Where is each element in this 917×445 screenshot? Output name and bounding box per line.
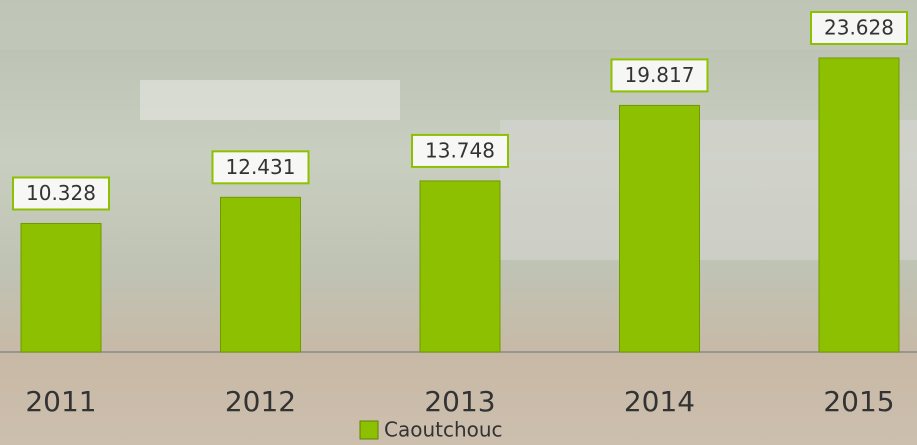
background-field bbox=[0, 0, 917, 50]
x-tick-label: 2013 bbox=[424, 385, 495, 418]
data-label: 23.628 bbox=[824, 16, 894, 40]
x-tick-label: 2012 bbox=[225, 385, 296, 418]
x-tick-label: 2011 bbox=[25, 385, 96, 418]
data-label-box bbox=[12, 176, 110, 211]
x-tick-label: 2015 bbox=[823, 385, 894, 418]
data-label-box bbox=[610, 58, 709, 93]
x-tick-label: 2014 bbox=[624, 385, 695, 418]
legend-swatch bbox=[359, 420, 379, 440]
background-building bbox=[140, 80, 400, 120]
data-label-box bbox=[810, 11, 908, 45]
data-label: 13.748 bbox=[425, 138, 495, 162]
data-label: 12.431 bbox=[226, 155, 296, 179]
data-label: 19.817 bbox=[625, 63, 695, 87]
bar bbox=[419, 180, 501, 353]
legend-label: Caoutchouc bbox=[384, 418, 503, 442]
data-label-box bbox=[411, 133, 509, 168]
data-label: 10.328 bbox=[26, 181, 96, 205]
bar bbox=[818, 57, 900, 353]
bar bbox=[619, 104, 700, 353]
bar bbox=[220, 196, 301, 353]
data-label-box bbox=[211, 150, 310, 185]
bar bbox=[20, 222, 102, 353]
